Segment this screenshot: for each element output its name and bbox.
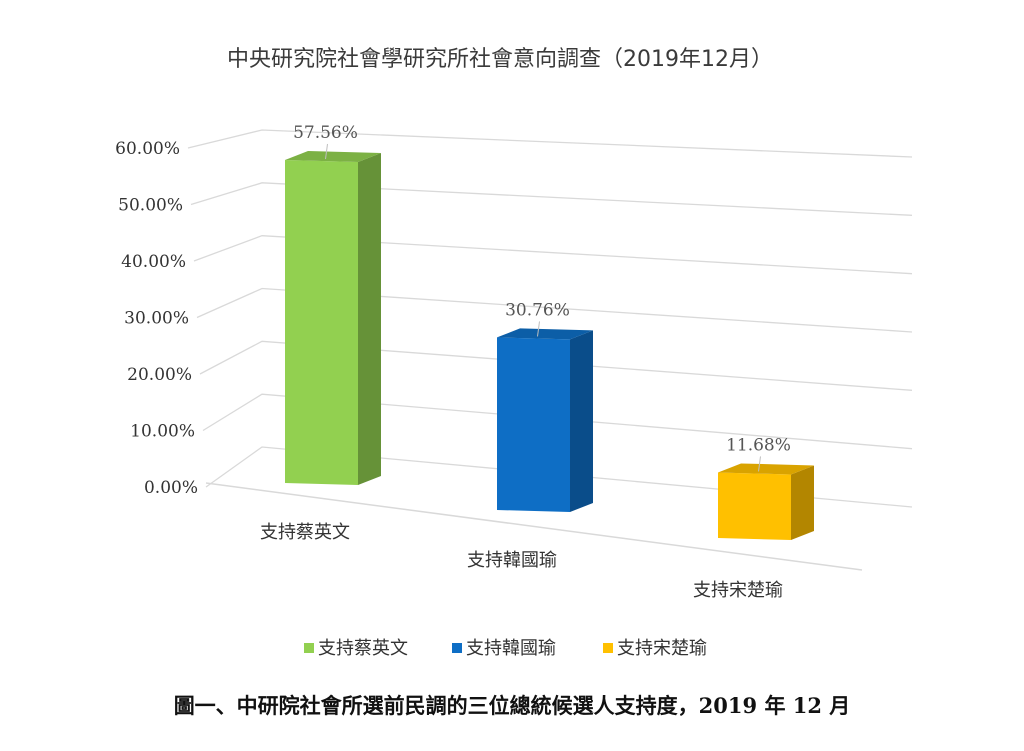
bar-3-front bbox=[718, 472, 791, 540]
gridline bbox=[199, 340, 913, 391]
data-label-leader bbox=[325, 143, 328, 160]
floor-front-edge bbox=[205, 482, 863, 571]
legend-swatch bbox=[452, 643, 462, 653]
legend: 支持蔡英文 支持韓國瑜 支持宋楚瑜 bbox=[304, 638, 707, 659]
legend-entry: 支持蔡英文 bbox=[318, 638, 408, 659]
gridline bbox=[205, 446, 913, 508]
legend-entry: 支持韓國瑜 bbox=[466, 638, 556, 659]
legend-swatch bbox=[603, 643, 613, 653]
data-label-leader bbox=[537, 321, 540, 337]
gridline bbox=[190, 182, 913, 216]
gridline bbox=[193, 235, 913, 275]
bar-1-front bbox=[285, 160, 358, 485]
data-label: 11.68% bbox=[726, 435, 791, 455]
gridlines bbox=[187, 129, 913, 571]
y-tick-label: 10.00% bbox=[130, 422, 195, 442]
chart-title: 中央研究院社會學研究所社會意向調查（2019年12月） bbox=[227, 47, 773, 72]
legend-swatch bbox=[304, 643, 314, 653]
bar-3-side bbox=[791, 465, 814, 540]
legend-entry: 支持宋楚瑜 bbox=[617, 638, 707, 659]
data-label: 30.76% bbox=[505, 300, 570, 320]
gridline bbox=[196, 287, 913, 333]
y-tick-label: 50.00% bbox=[118, 196, 183, 216]
y-tick-label: 40.00% bbox=[121, 252, 186, 272]
y-tick-label: 0.00% bbox=[144, 478, 198, 498]
bar-2-top bbox=[497, 328, 593, 340]
gridline bbox=[187, 129, 913, 158]
bar-1-top bbox=[285, 151, 381, 162]
bar-3-top bbox=[718, 463, 814, 475]
bar-chart: 中央研究院社會學研究所社會意向調查（2019年12月） 0.00% 10.00% 2… bbox=[115, 47, 913, 659]
x-tick-label: 支持蔡英文 bbox=[260, 522, 350, 543]
bars bbox=[285, 151, 814, 540]
y-tick-label: 20.00% bbox=[127, 365, 192, 385]
y-axis: 0.00% 10.00% 20.00% 30.00% 40.00% 50.00% 60.00… bbox=[115, 139, 198, 498]
y-tick-label: 30.00% bbox=[124, 309, 189, 329]
bar-2-side bbox=[570, 330, 593, 512]
bar-1-side bbox=[358, 153, 381, 485]
gridline bbox=[202, 393, 913, 450]
bar-2-front bbox=[497, 337, 570, 512]
y-tick-label: 60.00% bbox=[115, 139, 180, 159]
data-label: 57.56% bbox=[293, 123, 358, 143]
x-tick-label: 支持韓國瑜 bbox=[467, 550, 557, 571]
figure-caption: 圖一、中研院社會所選前民調的三位總統候選人支持度，2019 年 12 月 bbox=[173, 693, 851, 718]
data-labels: 57.56% 30.76% 11.68% bbox=[293, 123, 791, 472]
x-tick-label: 支持宋楚瑜 bbox=[693, 580, 783, 601]
data-label-leader bbox=[758, 456, 761, 472]
